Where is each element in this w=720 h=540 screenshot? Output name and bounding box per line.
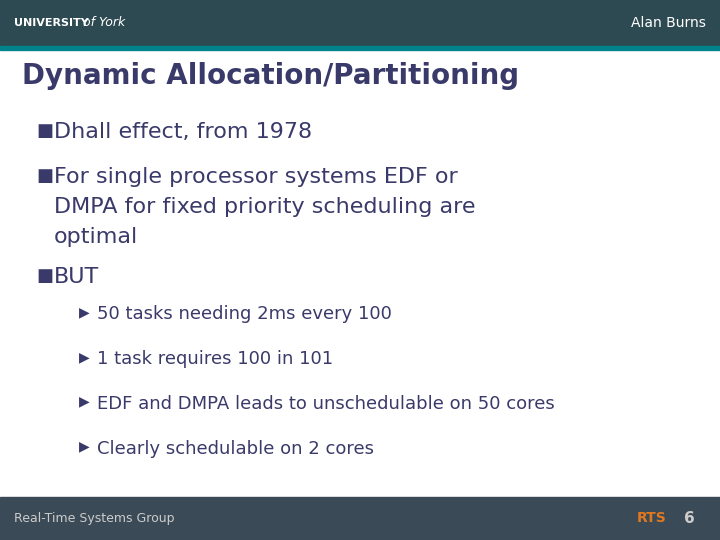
Text: ■: ■ bbox=[36, 167, 53, 185]
Text: of York: of York bbox=[83, 16, 125, 30]
Text: Alan Burns: Alan Burns bbox=[631, 16, 706, 30]
Text: For single processor systems EDF or: For single processor systems EDF or bbox=[54, 167, 458, 187]
Text: 1 task requires 100 in 101: 1 task requires 100 in 101 bbox=[97, 350, 333, 368]
Text: EDF and DMPA leads to unschedulable on 50 cores: EDF and DMPA leads to unschedulable on 5… bbox=[97, 395, 555, 413]
Text: DMPA for fixed priority scheduling are: DMPA for fixed priority scheduling are bbox=[54, 197, 475, 217]
Text: Dhall effect, from 1978: Dhall effect, from 1978 bbox=[54, 122, 312, 141]
Text: 6: 6 bbox=[684, 511, 695, 526]
Text: Dynamic Allocation/Partitioning: Dynamic Allocation/Partitioning bbox=[22, 62, 518, 90]
Text: ▶: ▶ bbox=[79, 350, 90, 364]
Text: BUT: BUT bbox=[54, 267, 99, 287]
Text: optimal: optimal bbox=[54, 227, 138, 247]
Text: ▶: ▶ bbox=[79, 395, 90, 409]
Text: UNIVERSITY: UNIVERSITY bbox=[14, 18, 89, 28]
Text: ▶: ▶ bbox=[79, 305, 90, 319]
Text: Clearly schedulable on 2 cores: Clearly schedulable on 2 cores bbox=[97, 440, 374, 457]
Text: 50 tasks needing 2ms every 100: 50 tasks needing 2ms every 100 bbox=[97, 305, 392, 323]
Text: Real-Time Systems Group: Real-Time Systems Group bbox=[14, 512, 175, 525]
Text: ■: ■ bbox=[36, 122, 53, 139]
Text: ■: ■ bbox=[36, 267, 53, 285]
Text: RTS: RTS bbox=[637, 511, 667, 525]
Text: ▶: ▶ bbox=[79, 440, 90, 454]
